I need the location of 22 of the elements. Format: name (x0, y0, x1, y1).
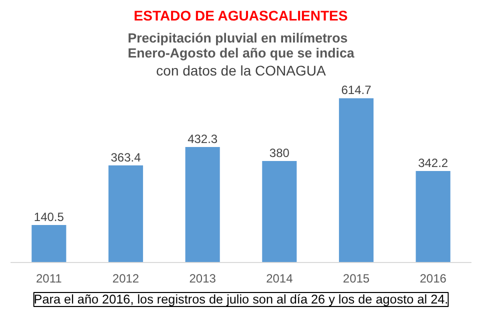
x-tick-label: 2011 (36, 272, 62, 286)
bar (416, 171, 450, 262)
bar (108, 165, 144, 262)
x-tick-label: 2012 (112, 272, 140, 286)
data-label: 363.4 (110, 150, 142, 164)
data-label: 432.3 (188, 132, 218, 146)
data-label: 342.2 (418, 156, 448, 170)
data-label: 614.7 (341, 83, 372, 98)
data-label: 380 (269, 146, 290, 160)
bar (262, 160, 297, 262)
bar (185, 146, 220, 262)
chart-subtitle: Precipitación pluvial en milímetros Enero-Agosto del año que se indica (128, 30, 355, 60)
chart-title: ESTADO DE AGUASCALIENTES (134, 8, 348, 24)
x-tick-label: 2014 (266, 272, 294, 286)
bar (32, 224, 66, 262)
text: Para el año 2016, los registros de julio son al día 26 y los de agosto al 24. (34, 292, 448, 306)
x-tick-label: 2016 (420, 272, 447, 286)
x-tick-label: 2015 (342, 272, 370, 286)
x-tick-label: 2013 (189, 272, 216, 286)
bar (338, 98, 374, 262)
data-label: 140.5 (34, 210, 64, 224)
text: con datos de la CONAGUA (156, 62, 326, 78)
